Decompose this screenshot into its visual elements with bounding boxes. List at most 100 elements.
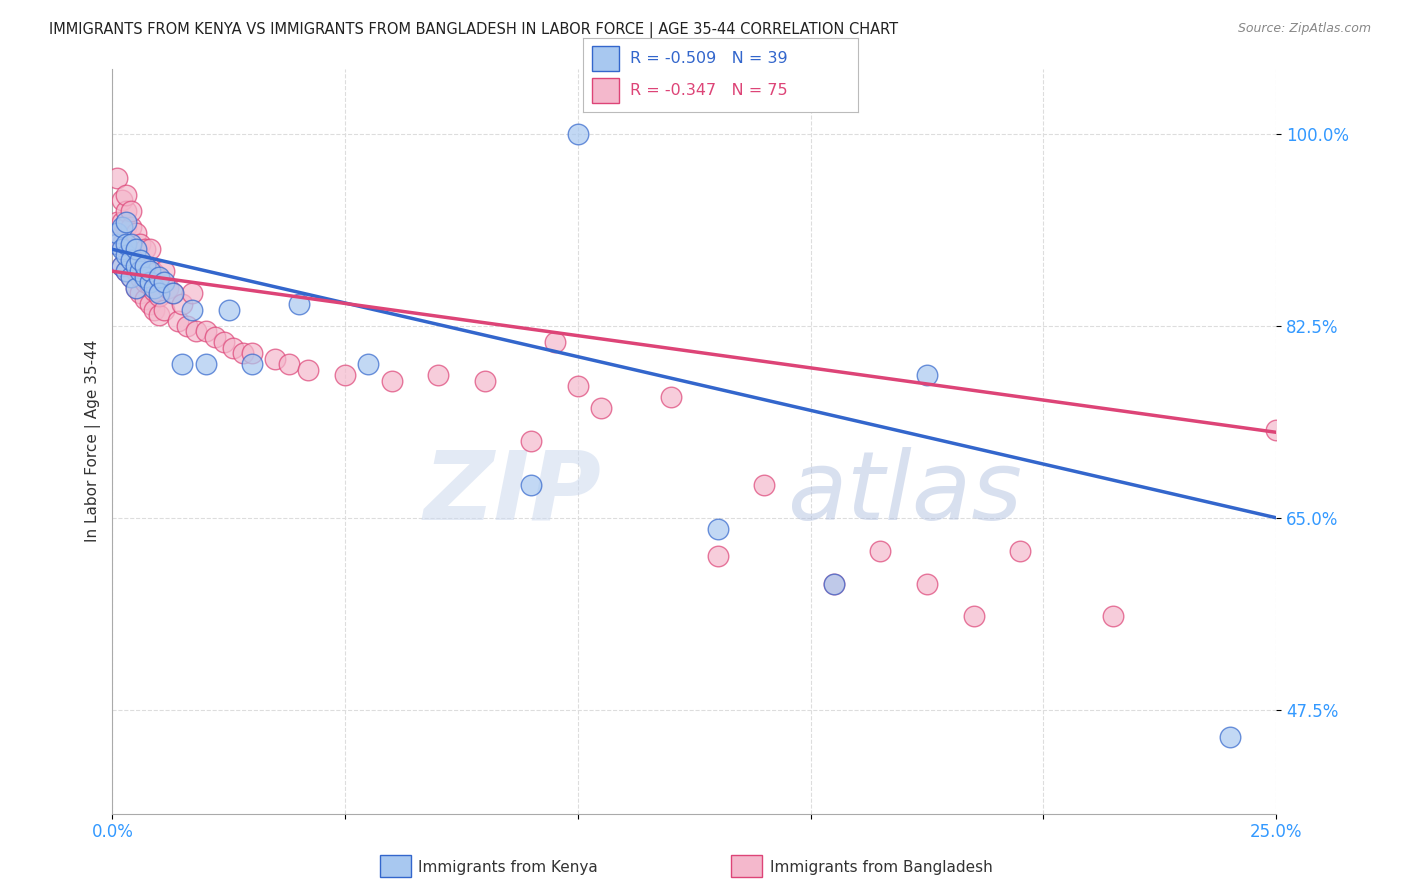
Point xyxy=(172,357,194,371)
Point xyxy=(152,302,174,317)
Point xyxy=(111,236,134,251)
Point xyxy=(120,269,142,284)
Point xyxy=(111,242,134,256)
Point xyxy=(115,264,138,278)
Point xyxy=(869,543,891,558)
Point xyxy=(180,302,202,317)
Point xyxy=(138,278,160,293)
Point xyxy=(125,242,148,256)
Text: Source: ZipAtlas.com: Source: ZipAtlas.com xyxy=(1237,22,1371,36)
Point xyxy=(111,259,134,273)
Point xyxy=(129,253,152,268)
Point xyxy=(823,576,845,591)
Point xyxy=(148,269,170,284)
Point xyxy=(194,325,217,339)
Point xyxy=(115,248,138,262)
Point xyxy=(543,335,565,350)
Point xyxy=(143,284,166,298)
Point xyxy=(222,341,245,355)
Text: R = -0.347   N = 75: R = -0.347 N = 75 xyxy=(630,83,787,98)
Point xyxy=(105,171,128,186)
Point xyxy=(567,128,589,142)
Point xyxy=(120,220,142,235)
Point xyxy=(162,286,184,301)
Point xyxy=(134,292,156,306)
Point xyxy=(115,264,138,278)
Text: IMMIGRANTS FROM KENYA VS IMMIGRANTS FROM BANGLADESH IN LABOR FORCE | AGE 35-44 C: IMMIGRANTS FROM KENYA VS IMMIGRANTS FROM… xyxy=(49,22,898,38)
Point xyxy=(567,379,589,393)
Point xyxy=(115,204,138,219)
Point xyxy=(115,187,138,202)
Point xyxy=(162,286,184,301)
Point xyxy=(115,236,138,251)
Point xyxy=(138,260,160,275)
Point xyxy=(204,330,226,344)
Point xyxy=(134,275,156,289)
Point xyxy=(129,253,152,268)
Point xyxy=(1102,609,1125,624)
Point xyxy=(474,374,496,388)
Point xyxy=(297,363,319,377)
Point xyxy=(134,269,156,284)
Point xyxy=(115,215,138,229)
Point xyxy=(148,289,170,303)
Point xyxy=(138,275,160,289)
Point xyxy=(120,204,142,219)
Point xyxy=(194,357,217,371)
Point xyxy=(157,280,180,294)
Point xyxy=(166,313,188,327)
Point xyxy=(125,280,148,294)
Point xyxy=(823,576,845,591)
Point xyxy=(176,318,198,333)
Point xyxy=(111,193,134,207)
Text: Immigrants from Kenya: Immigrants from Kenya xyxy=(418,860,598,874)
Point xyxy=(212,335,235,350)
Point xyxy=(427,368,450,383)
Point xyxy=(264,351,287,366)
Point xyxy=(134,259,156,273)
Point xyxy=(129,286,152,301)
Point xyxy=(129,236,152,251)
Point xyxy=(125,259,148,273)
Point xyxy=(134,242,156,256)
Point xyxy=(333,368,356,383)
Point xyxy=(1265,423,1288,437)
Point xyxy=(357,357,380,371)
Point xyxy=(111,259,134,273)
Point xyxy=(111,220,134,235)
Point xyxy=(105,236,128,251)
Point xyxy=(125,264,148,278)
Point xyxy=(152,275,174,289)
Point xyxy=(287,297,309,311)
Point xyxy=(143,280,166,294)
Point xyxy=(105,226,128,240)
Point xyxy=(115,242,138,256)
Point xyxy=(1219,730,1241,744)
Point xyxy=(148,272,170,286)
Text: atlas: atlas xyxy=(787,447,1022,540)
Point xyxy=(125,280,148,294)
Point xyxy=(148,286,170,301)
Point xyxy=(218,302,240,317)
Point xyxy=(962,609,984,624)
Text: R = -0.509   N = 39: R = -0.509 N = 39 xyxy=(630,51,787,66)
Point xyxy=(752,478,775,492)
Point xyxy=(915,576,938,591)
Point xyxy=(232,346,254,360)
Point xyxy=(152,264,174,278)
Point xyxy=(120,269,142,284)
Point xyxy=(134,259,156,273)
Point xyxy=(143,267,166,281)
Point xyxy=(129,264,152,278)
Point xyxy=(105,215,128,229)
Point xyxy=(120,236,142,251)
Point xyxy=(278,357,301,371)
Point xyxy=(111,215,134,229)
Point xyxy=(381,374,404,388)
Y-axis label: In Labor Force | Age 35-44: In Labor Force | Age 35-44 xyxy=(86,340,101,542)
Point xyxy=(125,226,148,240)
Point xyxy=(172,297,194,311)
Bar xyxy=(592,45,619,70)
Text: ZIP: ZIP xyxy=(423,447,602,540)
Point xyxy=(520,478,543,492)
